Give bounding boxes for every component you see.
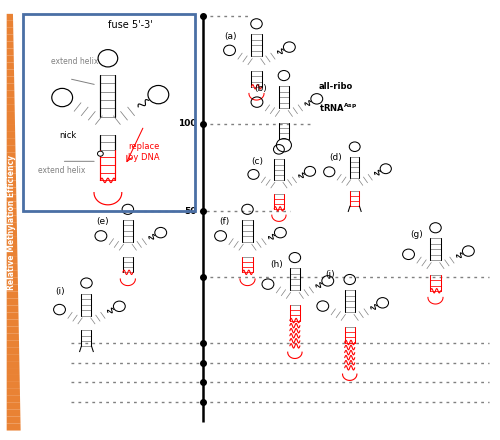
Polygon shape [6, 160, 16, 167]
Polygon shape [6, 403, 20, 410]
Polygon shape [6, 292, 18, 299]
Text: tRNA$^{\mathregular{Asp}}$: tRNA$^{\mathregular{Asp}}$ [319, 102, 357, 114]
Polygon shape [6, 417, 20, 424]
Polygon shape [6, 236, 17, 243]
Text: (e): (e) [96, 216, 109, 226]
Polygon shape [6, 194, 16, 202]
Text: extend helix: extend helix [38, 166, 86, 176]
Polygon shape [6, 132, 16, 139]
Polygon shape [6, 21, 13, 28]
Polygon shape [6, 83, 14, 90]
Polygon shape [6, 14, 13, 21]
Polygon shape [6, 368, 20, 375]
Polygon shape [6, 125, 15, 132]
Polygon shape [6, 271, 18, 278]
Polygon shape [6, 202, 16, 208]
Text: extend helix: extend helix [50, 57, 98, 66]
Circle shape [98, 151, 103, 156]
Polygon shape [6, 347, 19, 354]
Text: 100: 100 [178, 119, 197, 128]
Polygon shape [6, 319, 18, 326]
Polygon shape [6, 257, 18, 264]
Polygon shape [6, 382, 20, 389]
Polygon shape [6, 42, 14, 48]
Polygon shape [6, 229, 17, 236]
Polygon shape [6, 222, 17, 229]
Polygon shape [6, 62, 14, 70]
Polygon shape [6, 208, 16, 215]
Text: (a): (a) [224, 32, 236, 41]
Text: (h): (h) [270, 260, 282, 269]
Polygon shape [6, 396, 20, 403]
Polygon shape [6, 285, 18, 292]
Polygon shape [6, 410, 20, 417]
Polygon shape [6, 243, 18, 250]
Polygon shape [6, 299, 18, 305]
Polygon shape [6, 305, 18, 312]
Polygon shape [6, 97, 14, 104]
Polygon shape [6, 90, 14, 97]
Text: (f): (f) [219, 216, 230, 226]
Polygon shape [6, 174, 16, 180]
Polygon shape [6, 312, 18, 319]
Text: (b): (b) [254, 84, 266, 93]
Text: Relative Methylation Efficiency: Relative Methylation Efficiency [7, 154, 16, 290]
Polygon shape [6, 340, 19, 347]
Bar [23, 14, 195, 211]
Text: all-ribo: all-ribo [319, 82, 353, 92]
Polygon shape [6, 215, 17, 222]
Polygon shape [6, 118, 15, 125]
Text: (g): (g) [410, 230, 424, 238]
Polygon shape [6, 354, 20, 361]
Text: nick: nick [60, 131, 77, 140]
Polygon shape [6, 334, 19, 340]
Polygon shape [6, 180, 16, 187]
Polygon shape [6, 389, 20, 396]
Text: (j): (j) [325, 270, 334, 279]
Polygon shape [6, 70, 14, 77]
Polygon shape [6, 375, 20, 382]
Polygon shape [6, 146, 16, 153]
Polygon shape [6, 424, 20, 430]
Polygon shape [6, 104, 15, 111]
Polygon shape [6, 153, 16, 160]
Text: (d): (d) [329, 154, 342, 162]
Polygon shape [6, 139, 16, 146]
Polygon shape [6, 48, 14, 55]
Text: (c): (c) [251, 157, 263, 166]
Polygon shape [6, 28, 14, 35]
Polygon shape [6, 361, 20, 368]
Polygon shape [6, 278, 18, 285]
Text: (i): (i) [56, 287, 65, 296]
Polygon shape [6, 111, 15, 118]
Text: fuse 5'-3': fuse 5'-3' [108, 20, 152, 30]
Text: replace
by DNA: replace by DNA [128, 142, 160, 162]
Text: 50: 50 [184, 207, 196, 216]
Polygon shape [6, 326, 19, 334]
Polygon shape [6, 55, 14, 62]
Polygon shape [6, 167, 16, 174]
Polygon shape [6, 77, 14, 83]
Polygon shape [6, 250, 18, 257]
Polygon shape [6, 35, 14, 42]
Polygon shape [6, 187, 16, 194]
Polygon shape [6, 264, 18, 271]
